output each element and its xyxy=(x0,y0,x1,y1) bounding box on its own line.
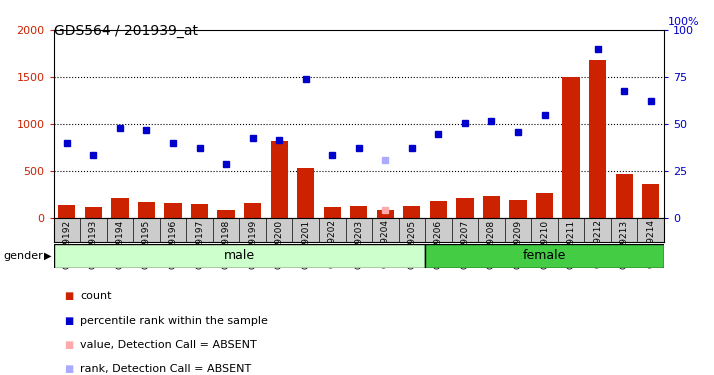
Text: GSM19211: GSM19211 xyxy=(567,219,575,268)
Text: GSM19196: GSM19196 xyxy=(169,219,178,269)
Bar xyxy=(138,202,155,217)
Bar xyxy=(563,77,580,218)
Bar xyxy=(191,204,208,218)
Bar xyxy=(111,198,129,217)
Text: female: female xyxy=(523,249,566,262)
Text: ■: ■ xyxy=(64,291,74,301)
Text: GSM19198: GSM19198 xyxy=(221,219,231,269)
Bar xyxy=(297,168,314,217)
Text: GSM19201: GSM19201 xyxy=(301,219,310,268)
Text: GSM19209: GSM19209 xyxy=(513,219,523,268)
Bar xyxy=(54,244,425,268)
Bar xyxy=(483,196,500,217)
Text: male: male xyxy=(223,249,255,262)
Text: ■: ■ xyxy=(64,340,74,350)
Bar xyxy=(350,206,368,218)
Text: GSM19204: GSM19204 xyxy=(381,219,390,268)
Text: value, Detection Call = ABSENT: value, Detection Call = ABSENT xyxy=(80,340,257,350)
Text: GSM19212: GSM19212 xyxy=(593,219,602,268)
Text: GSM19213: GSM19213 xyxy=(620,219,629,268)
Text: count: count xyxy=(80,291,111,301)
Bar xyxy=(615,174,633,217)
Bar xyxy=(589,60,606,217)
Text: ■: ■ xyxy=(64,364,74,374)
Text: GDS564 / 201939_at: GDS564 / 201939_at xyxy=(54,24,198,38)
Text: GSM19202: GSM19202 xyxy=(328,219,337,268)
Bar xyxy=(642,184,659,218)
Text: GSM19192: GSM19192 xyxy=(62,219,71,268)
Bar xyxy=(164,203,181,217)
Text: GSM19207: GSM19207 xyxy=(461,219,469,268)
Bar xyxy=(271,141,288,218)
Text: GSM19205: GSM19205 xyxy=(408,219,416,268)
Text: GSM19203: GSM19203 xyxy=(354,219,363,268)
Text: GSM19214: GSM19214 xyxy=(646,219,655,268)
Text: GSM19194: GSM19194 xyxy=(116,219,124,268)
Text: GSM19208: GSM19208 xyxy=(487,219,496,268)
Text: GSM19210: GSM19210 xyxy=(540,219,549,268)
Bar xyxy=(430,201,447,217)
Text: GSM19195: GSM19195 xyxy=(142,219,151,269)
Bar xyxy=(536,193,553,217)
Text: gender: gender xyxy=(4,251,44,261)
Bar xyxy=(85,207,102,218)
Text: GSM19200: GSM19200 xyxy=(275,219,283,268)
Bar xyxy=(456,198,473,217)
Text: 100%: 100% xyxy=(668,17,700,27)
Text: rank, Detection Call = ABSENT: rank, Detection Call = ABSENT xyxy=(80,364,251,374)
Text: GSM19197: GSM19197 xyxy=(195,219,204,269)
Text: GSM19193: GSM19193 xyxy=(89,219,98,269)
Bar xyxy=(323,207,341,218)
Text: ▶: ▶ xyxy=(44,251,52,261)
Bar xyxy=(425,244,664,268)
Bar xyxy=(377,210,394,218)
Bar xyxy=(218,210,235,218)
Text: GSM19199: GSM19199 xyxy=(248,219,257,269)
Bar xyxy=(403,206,421,218)
Text: GSM19206: GSM19206 xyxy=(434,219,443,268)
Text: ■: ■ xyxy=(64,316,74,326)
Bar xyxy=(244,202,261,217)
Bar xyxy=(59,206,76,218)
Bar xyxy=(509,200,527,217)
Text: percentile rank within the sample: percentile rank within the sample xyxy=(80,316,268,326)
